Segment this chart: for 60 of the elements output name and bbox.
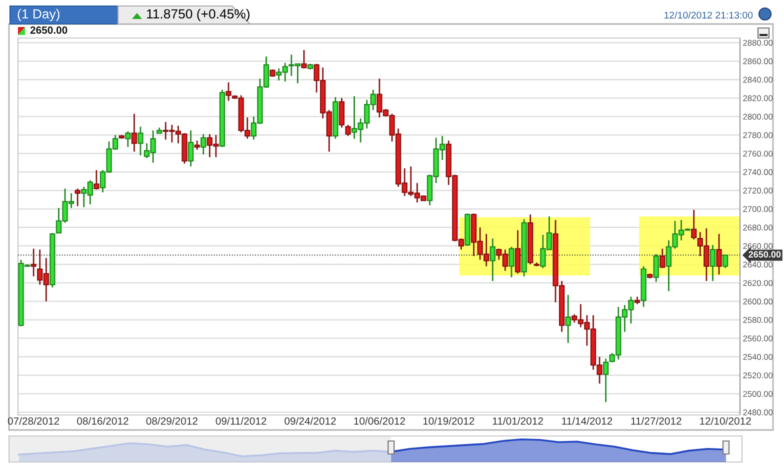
y-tick-label: 2880.00	[743, 40, 773, 46]
candlestick	[194, 140, 200, 150]
y-tick-label: 2600.00	[743, 298, 773, 304]
y-tick-label: 2800.00	[743, 114, 773, 120]
x-tick-label: 11/27/2012	[631, 417, 682, 425]
x-tick-label: 12/10/2012	[700, 417, 751, 425]
x-tick-label: 08/29/2012	[146, 417, 198, 425]
candlestick	[716, 233, 722, 276]
candlestick	[710, 244, 716, 282]
y-tick-label: 2840.00	[743, 76, 773, 83]
candlestick	[722, 254, 728, 269]
chart-title: (1 Day)	[18, 8, 60, 22]
y-tick-label: 2540.00	[743, 354, 773, 360]
y-tick-label: 2520.00	[743, 372, 773, 378]
text: 12/10/2012 21:13:00	[664, 11, 753, 19]
legend-label: 2650.00	[30, 26, 68, 34]
y-tick-label: 2820.00	[743, 95, 773, 102]
candlestick	[74, 188, 80, 207]
candlestick	[660, 248, 666, 269]
candlestick	[301, 49, 307, 70]
candlestick	[691, 209, 697, 240]
x-tick-label: 11/01/2012	[492, 417, 543, 425]
candlestick	[188, 130, 194, 168]
y-tick-label: 2500.00	[743, 390, 773, 397]
y-tick-label: 2740.00	[743, 169, 773, 176]
candlestick	[138, 126, 144, 156]
y-tick-label: 2560.00	[743, 336, 773, 342]
candlestick	[565, 294, 571, 344]
y-tick-label: 2780.00	[743, 132, 773, 138]
y-tick-label: 2660.00	[743, 243, 773, 250]
candlestick	[508, 246, 514, 278]
x-tick-label: 10/19/2012	[423, 417, 474, 425]
y-tick-label: 2680.00	[743, 224, 773, 231]
candlestick	[94, 169, 100, 190]
y-tick-label: 2580.00	[743, 317, 773, 323]
x-tick-label: 11/14/2012	[562, 417, 612, 425]
candlestick	[490, 238, 496, 282]
x-tick-label: 09/11/2012	[216, 417, 266, 425]
candlestick	[603, 358, 609, 403]
y-tick-label: 2860.00	[743, 58, 773, 64]
candlestick	[131, 113, 138, 152]
x-tick-label: 07/28/2012	[8, 417, 60, 425]
candlestick	[653, 254, 659, 283]
y-tick-label: 2720.00	[743, 188, 773, 194]
x-tick-label: 10/06/2012	[354, 417, 405, 425]
y-tick-label: 2640.00	[743, 262, 773, 268]
y-tick-label: 2480.00	[743, 409, 773, 416]
candlestick	[200, 133, 206, 156]
ref-line-label: 2650.00	[748, 251, 781, 258]
x-tick-label: 08/16/2012	[77, 417, 128, 425]
chart-subtitle: 11.8750 (+0.45%)	[147, 8, 250, 22]
candlestick	[30, 248, 36, 278]
y-tick-label: 2700.00	[743, 206, 773, 212]
x-tick-label: 09/24/2012	[284, 417, 336, 425]
y-tick-label: 2620.00	[743, 280, 773, 286]
candlestick	[345, 124, 351, 137]
y-tick-label: 2760.00	[743, 150, 773, 157]
candlestick	[338, 97, 345, 128]
candlestick	[514, 230, 521, 274]
candlestick	[125, 130, 131, 148]
